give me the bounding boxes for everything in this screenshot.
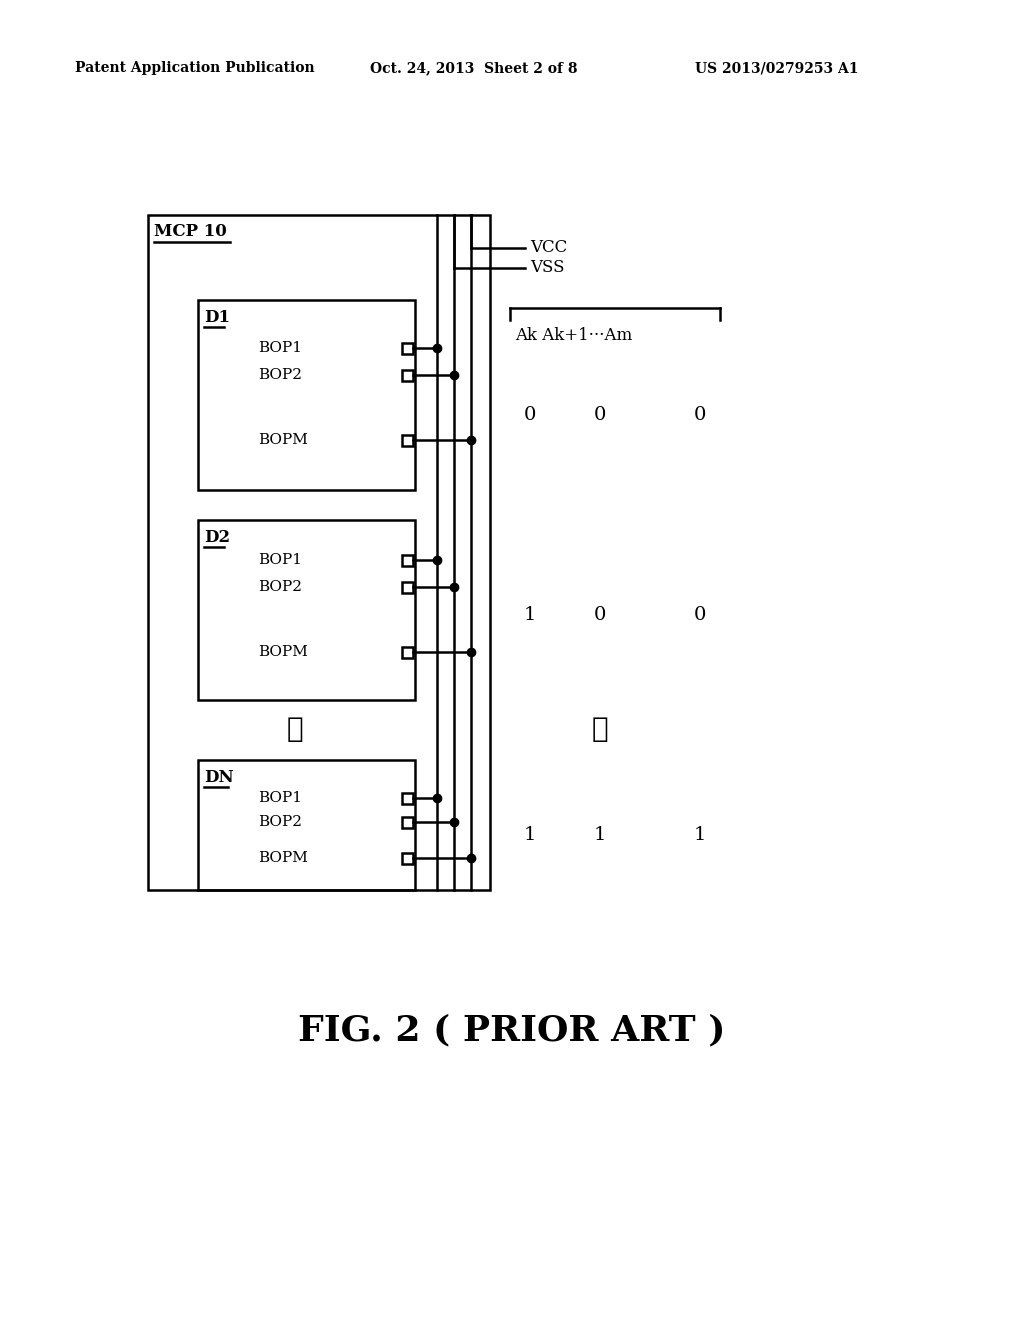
Text: 1: 1 [524, 826, 537, 843]
Text: 0: 0 [594, 407, 606, 424]
Text: 0: 0 [694, 407, 707, 424]
Text: 1: 1 [524, 606, 537, 624]
Text: US 2013/0279253 A1: US 2013/0279253 A1 [695, 61, 858, 75]
Text: BOP1: BOP1 [258, 341, 302, 355]
Text: Patent Application Publication: Patent Application Publication [75, 61, 314, 75]
Text: BOPM: BOPM [258, 645, 308, 659]
Text: ⋮: ⋮ [592, 717, 608, 743]
Text: VCC: VCC [530, 239, 567, 256]
Bar [402, 647, 413, 657]
Text: BOPM: BOPM [258, 851, 308, 865]
Text: DN: DN [204, 770, 233, 787]
Bar [198, 760, 415, 890]
Bar [402, 554, 413, 566]
Bar [148, 215, 490, 890]
Text: BOP1: BOP1 [258, 553, 302, 568]
Text: BOP2: BOP2 [258, 579, 302, 594]
Text: D2: D2 [204, 529, 230, 546]
Text: 0: 0 [594, 606, 606, 624]
Text: BOP2: BOP2 [258, 368, 302, 381]
Bar [402, 370, 413, 381]
Text: VSS: VSS [530, 260, 564, 276]
Text: 1: 1 [594, 826, 606, 843]
Text: BOP2: BOP2 [258, 814, 302, 829]
Bar [198, 520, 415, 700]
Text: MCP 10: MCP 10 [154, 223, 226, 240]
Text: ⋮: ⋮ [287, 717, 303, 743]
Bar [402, 582, 413, 593]
Text: D1: D1 [204, 309, 230, 326]
Bar [198, 300, 415, 490]
Bar [402, 343, 413, 354]
Text: FIG. 2 ( PRIOR ART ): FIG. 2 ( PRIOR ART ) [298, 1012, 726, 1047]
Text: Ak Ak+1···Am: Ak Ak+1···Am [515, 327, 632, 345]
Bar [402, 436, 413, 446]
Text: 0: 0 [524, 407, 537, 424]
Bar [402, 817, 413, 828]
Text: BOPM: BOPM [258, 433, 308, 447]
Bar [402, 793, 413, 804]
Text: BOP1: BOP1 [258, 791, 302, 805]
Text: 0: 0 [694, 606, 707, 624]
Text: 1: 1 [694, 826, 707, 843]
Text: Oct. 24, 2013  Sheet 2 of 8: Oct. 24, 2013 Sheet 2 of 8 [370, 61, 578, 75]
Bar [402, 853, 413, 865]
